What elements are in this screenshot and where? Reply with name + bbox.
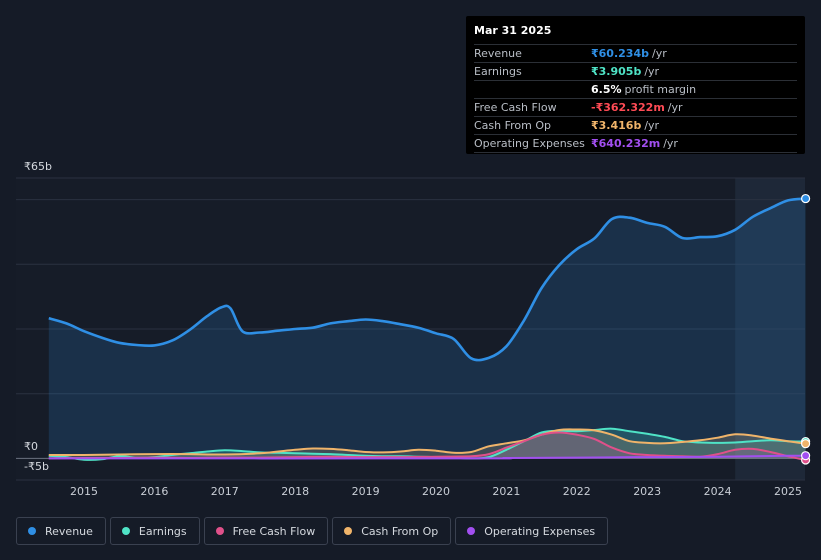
x-tick-label: 2017 bbox=[211, 485, 239, 498]
legend-dot-icon bbox=[28, 527, 36, 535]
y-axis-label-zero: ₹0 bbox=[24, 440, 38, 453]
series-line-revenue bbox=[48, 197, 806, 362]
legend-dot-icon bbox=[344, 527, 353, 535]
legend-dot-icon bbox=[121, 527, 130, 535]
x-tick-label: 2024 bbox=[704, 485, 732, 498]
tooltip-value: ₹3.905b bbox=[591, 65, 642, 78]
y-axis-label-bottom: -₹5b bbox=[24, 460, 49, 473]
legend-label: Operating Expenses bbox=[484, 524, 596, 538]
x-tick-label: 2018 bbox=[281, 485, 309, 498]
tooltip-unit: /yr bbox=[651, 47, 667, 60]
tooltip-row-cash-from-op: Cash From Op ₹3.416b /yr bbox=[474, 116, 797, 134]
chart-legend: Revenue Earnings Free Cash Flow Cash Fro… bbox=[16, 517, 609, 545]
x-tick-label: 2023 bbox=[633, 485, 661, 498]
tooltip-label: Earnings bbox=[474, 65, 522, 78]
legend-item-operating-expenses[interactable]: Operating Expenses bbox=[455, 517, 609, 545]
chart-area: ₹65b ₹0 -₹5b 2015 2016 2017 2018 2019 2020 2021 20… bbox=[16, 160, 811, 498]
legend-item-cash-from-op[interactable]: Cash From Op bbox=[332, 517, 452, 545]
legend-item-free-cash-flow[interactable]: Free Cash Flow bbox=[203, 517, 329, 545]
tooltip-unit: /yr bbox=[663, 137, 678, 150]
tooltip-label: Cash From Op bbox=[474, 119, 552, 132]
tooltip-row-revenue: Revenue ₹60.234b /yr bbox=[474, 44, 797, 62]
tooltip-value: 6.5% bbox=[591, 83, 622, 96]
series-end-marker-cash-from-op bbox=[800, 439, 811, 449]
legend-item-earnings[interactable]: Earnings bbox=[109, 517, 200, 545]
series-end-marker-operating-expenses bbox=[800, 451, 811, 461]
legend-dot-icon bbox=[215, 527, 224, 535]
data-tooltip: Mar 31 2025 Revenue ₹60.234b /yr Earning… bbox=[466, 16, 805, 154]
series-end-marker-revenue bbox=[800, 193, 811, 204]
tooltip-row-free-cash-flow: Free Cash Flow -₹362.322m /yr bbox=[474, 98, 797, 116]
legend-label: Free Cash Flow bbox=[232, 524, 316, 538]
legend-label: Cash From Op bbox=[361, 524, 439, 538]
legend-dot-icon bbox=[467, 527, 476, 535]
tooltip-value: ₹3.416b bbox=[591, 119, 642, 132]
tooltip-value: -₹362.322m bbox=[591, 101, 665, 114]
tooltip-unit: profit margin bbox=[624, 83, 697, 96]
x-tick-label: 2019 bbox=[352, 485, 380, 498]
x-tick-label: 2015 bbox=[70, 485, 98, 498]
series-area-free-cash-flow bbox=[48, 432, 806, 460]
tooltip-row-profit-margin: 6.5% profit margin bbox=[474, 80, 797, 98]
x-tick-label: 2021 bbox=[492, 485, 520, 498]
legend-item-revenue[interactable]: Revenue bbox=[16, 517, 106, 545]
x-tick-label: 2022 bbox=[563, 485, 591, 498]
series-line-operating-expenses bbox=[48, 454, 806, 460]
tooltip-label: Operating Expenses bbox=[474, 137, 585, 150]
legend-label: Revenue bbox=[45, 524, 93, 538]
x-tick-label: 2020 bbox=[422, 485, 450, 498]
series-area-revenue bbox=[48, 198, 806, 459]
tooltip-label: Revenue bbox=[474, 47, 522, 60]
tooltip-unit: /yr bbox=[644, 119, 660, 132]
tooltip-label: Free Cash Flow bbox=[474, 101, 557, 114]
tooltip-value: ₹60.234b bbox=[591, 47, 649, 60]
x-tick-label: 2016 bbox=[140, 485, 168, 498]
tooltip-value: ₹640.232m bbox=[591, 137, 661, 150]
series-line-cash-from-op bbox=[48, 428, 806, 457]
tooltip-row-operating-expenses: Operating Expenses ₹640.232m /yr bbox=[474, 134, 797, 153]
legend-label: Earnings bbox=[138, 524, 187, 538]
y-axis-label-top: ₹65b bbox=[24, 160, 52, 173]
tooltip-unit: /yr bbox=[644, 65, 660, 78]
x-tick-label: 2025 bbox=[774, 485, 802, 498]
tooltip-row-earnings: Earnings ₹3.905b /yr bbox=[474, 62, 797, 80]
tooltip-unit: /yr bbox=[667, 101, 683, 114]
tooltip-date: Mar 31 2025 bbox=[474, 24, 552, 37]
